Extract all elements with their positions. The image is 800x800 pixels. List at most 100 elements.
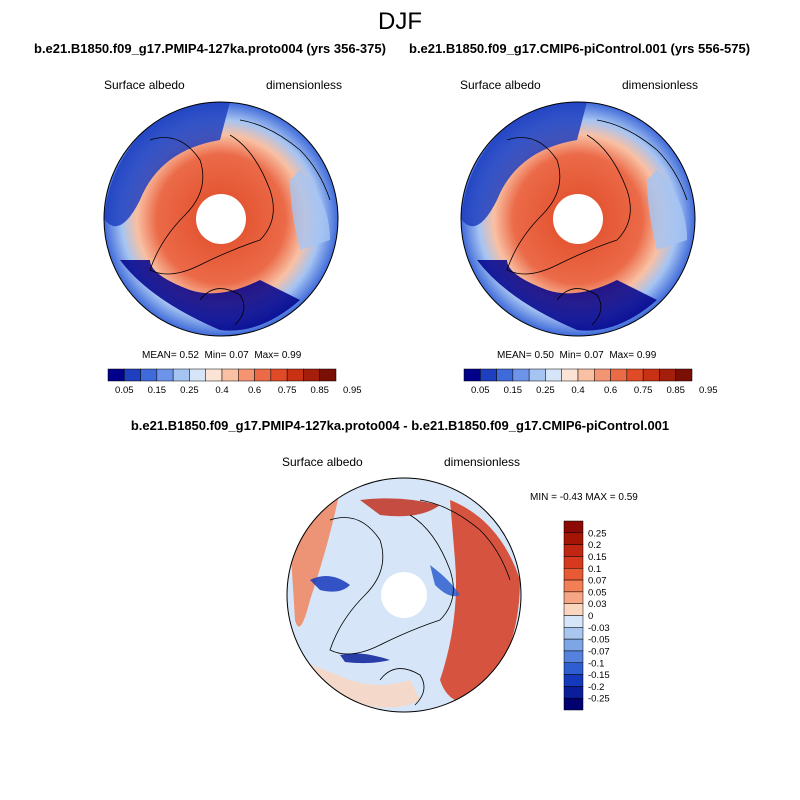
panel-1-ocean-region <box>104 102 230 227</box>
panel-2-colorbar-tick-label: 0.05 <box>471 385 490 396</box>
panel-2-colorbar-tick-label: 0.6 <box>604 385 617 396</box>
panel-1-title: b.e21.B1850.f09_g17.PMIP4-127ka.proto004… <box>34 41 386 56</box>
diff-colorbar-swatch <box>563 686 584 699</box>
panel-2-max-value: 0.99 <box>636 350 657 361</box>
panel-2-min-value: 0.07 <box>584 350 604 361</box>
diff-colorbar-tick-label: 0.1 <box>588 564 601 575</box>
panel-2-ocean-region <box>461 102 587 227</box>
panel-1-colorbar-tick-label: 0.05 <box>115 385 134 396</box>
diff-colorbar-swatch <box>563 697 584 711</box>
panel-2-map-border <box>460 101 696 337</box>
panel-1-min-value: 0.07 <box>229 350 249 361</box>
diff-colorbar-tick-label: -0.25 <box>588 694 610 705</box>
diff-max-value: 0.59 <box>618 492 638 503</box>
panel-2-coastline <box>506 134 631 275</box>
panel-1-colorbar-tick-label: 0.95 <box>343 385 362 396</box>
panel-1-pole-hole <box>196 194 246 244</box>
diff-panel-variable: Surface albedo <box>282 455 363 469</box>
diff-colorbar-tick-label: -0.07 <box>588 646 610 657</box>
panel-1-colorbar-swatch <box>319 368 337 382</box>
panel-1-max-label: Max= <box>254 350 280 361</box>
diff-colorbar-tick-label: 0.2 <box>588 540 601 551</box>
panel-2-colorbar-tick-label: 0.4 <box>571 385 584 396</box>
panel-1-ocean-region <box>290 170 330 250</box>
diff-colorbar-tick-label: 0.03 <box>588 599 607 610</box>
panel-1-coastline <box>239 119 331 201</box>
panel-2-colorbar-tick-label: 0.95 <box>699 385 718 396</box>
panel-1-stats: MEAN= 0.52 Min= 0.07 Max= 0.99 <box>142 350 301 361</box>
panel-2-stats: MEAN= 0.50 Min= 0.07 Max= 0.99 <box>497 350 656 361</box>
diff-colorbar-tick-label: 0.05 <box>588 587 607 598</box>
panel-1-colorbar-tick-label: 0.85 <box>310 385 329 396</box>
panel-2-colorbar-tick-label: 0.15 <box>504 385 523 396</box>
diff-colorbar-swatch <box>563 568 584 581</box>
panel-2-colorbar-tick-label: 0.85 <box>666 385 685 396</box>
diff-colorbar-swatch <box>563 627 584 640</box>
panel-2-colorbar-swatch <box>675 368 693 382</box>
panel-1-ocean-region <box>120 260 300 331</box>
diff-colorbar-tick-label: -0.03 <box>588 623 610 634</box>
diff-colorbar-swatch <box>563 532 584 545</box>
diff-coastline <box>329 514 454 655</box>
diff-max-label: MAX = <box>585 492 616 503</box>
diff-coastline <box>419 499 511 581</box>
panel-2-min-label: Min= <box>559 350 582 361</box>
diff-negative-region <box>340 653 390 664</box>
diff-colorbar-swatch <box>563 544 584 557</box>
panel-1-max-value: 0.99 <box>281 350 302 361</box>
panel-2-pole-hole <box>553 194 603 244</box>
diff-colorbar-tick-label: 0.25 <box>588 528 607 539</box>
diff-map-border <box>286 477 522 713</box>
diff-colorbar-swatch <box>563 556 584 569</box>
diff-coastline <box>379 668 425 706</box>
panel-1-mean-label: MEAN= <box>142 350 177 361</box>
diff-positive-region <box>360 498 440 517</box>
panel-1-colorbar-tick-label: 0.25 <box>180 385 199 396</box>
diff-colorbar-swatch <box>563 520 584 534</box>
diff-colorbar-swatch <box>563 638 584 652</box>
diff-colorbar-swatch <box>563 650 584 663</box>
diff-colorbar-swatch <box>563 615 584 628</box>
panel-2-mean-value: 0.50 <box>534 350 554 361</box>
panel-2-mean-label: MEAN= <box>497 350 532 361</box>
panel-2-ocean-region <box>477 260 657 331</box>
diff-panel-stats: MIN = -0.43 MAX = 0.59 <box>530 492 638 503</box>
diff-colorbar-swatch <box>563 674 584 687</box>
diff-colorbar-tick-label: -0.15 <box>588 670 610 681</box>
diff-min-value: -0.43 <box>559 492 583 503</box>
panel-1-colorbar-tick-label: 0.6 <box>248 385 261 396</box>
diff-negative-region <box>310 576 350 592</box>
diff-positive-region <box>440 500 520 703</box>
panel-1-map-border <box>103 101 339 337</box>
panel-2-max-label: Max= <box>609 350 635 361</box>
figure-title: DJF <box>378 8 422 35</box>
diff-positive-region <box>300 660 420 708</box>
diff-pole-hole <box>381 572 427 618</box>
panel-1-colorbar-tick-label: 0.15 <box>148 385 167 396</box>
panel-2-title: b.e21.B1850.f09_g17.CMIP6-piControl.001 … <box>409 41 751 56</box>
panel-1-variable: Surface albedo <box>104 78 185 92</box>
diff-colorbar-swatch <box>563 662 584 675</box>
panel-2-coastline <box>596 119 688 201</box>
panel-2-ocean-region <box>647 170 687 250</box>
diff-colorbar-tick-label: -0.05 <box>588 635 610 646</box>
panel-2-variable: Surface albedo <box>460 78 541 92</box>
diff-colorbar-tick-label: 0.15 <box>588 552 607 563</box>
diff-colorbar-tick-label: -0.2 <box>588 682 604 693</box>
diff-colorbar-tick-label: 0 <box>588 611 593 622</box>
panel-1-colorbar-tick-label: 0.4 <box>215 385 228 396</box>
diff-min-label: MIN = <box>530 492 557 503</box>
diff-colorbar-tick-label: -0.1 <box>588 658 604 669</box>
diff-colorbar-tick-label: 0.07 <box>588 576 607 587</box>
panel-2-units: dimensionless <box>622 78 699 92</box>
diff-colorbar-swatch <box>563 591 584 604</box>
panel-2-coastline <box>556 288 602 326</box>
diff-panel-units: dimensionless <box>444 455 521 469</box>
diff-panel-title: b.e21.B1850.f09_g17.PMIP4-127ka.proto004… <box>130 418 670 433</box>
